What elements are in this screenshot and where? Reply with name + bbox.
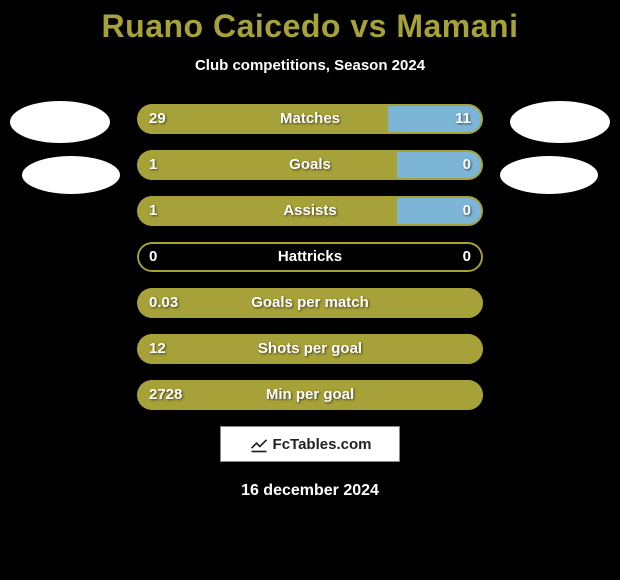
stat-value-right: 0	[463, 242, 471, 272]
stat-value-right: 0	[463, 150, 471, 180]
stat-row: 29Matches11	[137, 104, 483, 134]
stat-label: Shots per goal	[137, 334, 483, 364]
stat-value-right: 11	[455, 104, 471, 134]
page-subtitle: Club competitions, Season 2024	[0, 57, 620, 74]
stat-row: 1Assists0	[137, 196, 483, 226]
footer-brand-badge: FcTables.com	[220, 426, 400, 462]
stat-label: Matches	[137, 104, 483, 134]
stat-row: 0.03Goals per match	[137, 288, 483, 318]
player-right-avatar-1	[510, 101, 610, 143]
chart-icon	[249, 434, 269, 454]
stat-row: 2728Min per goal	[137, 380, 483, 410]
bars-container: 29Matches111Goals01Assists00Hattricks00.…	[137, 104, 483, 410]
stat-label: Assists	[137, 196, 483, 226]
stat-value-right: 0	[463, 196, 471, 226]
stat-row: 12Shots per goal	[137, 334, 483, 364]
stat-label: Min per goal	[137, 380, 483, 410]
stat-label: Hattricks	[137, 242, 483, 272]
footer-brand-text: FcTables.com	[273, 436, 372, 453]
footer-date: 16 december 2024	[0, 482, 620, 500]
player-right-avatar-2	[500, 156, 598, 194]
stat-label: Goals	[137, 150, 483, 180]
stat-label: Goals per match	[137, 288, 483, 318]
player-left-avatar-1	[10, 101, 110, 143]
stat-row: 1Goals0	[137, 150, 483, 180]
comparison-chart: 29Matches111Goals01Assists00Hattricks00.…	[0, 104, 620, 410]
stat-row: 0Hattricks0	[137, 242, 483, 272]
page-title: Ruano Caicedo vs Mamani	[0, 0, 620, 45]
player-left-avatar-2	[22, 156, 120, 194]
